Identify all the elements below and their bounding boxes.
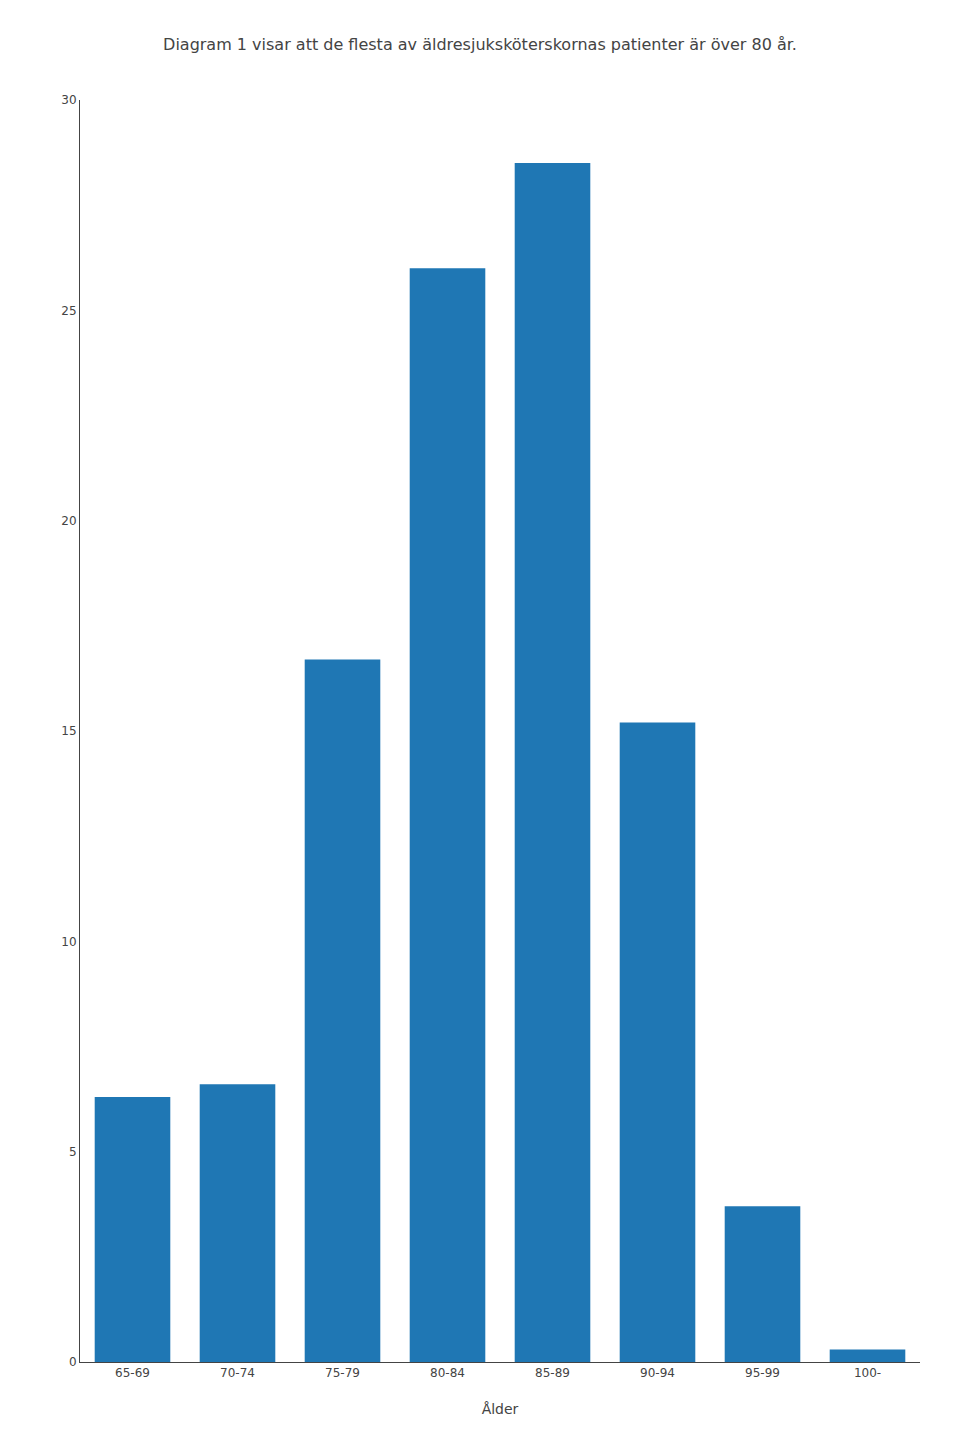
svg-text:5: 5: [69, 1145, 77, 1159]
svg-text:20: 20: [61, 514, 76, 528]
svg-text:10: 10: [61, 935, 76, 949]
svg-text:15: 15: [61, 724, 76, 738]
svg-text:Ålder: Ålder: [482, 1401, 519, 1417]
svg-text:75-79: 75-79: [325, 1366, 360, 1380]
svg-text:Diagram 1 visar att de flesta: Diagram 1 visar att de flesta av äldresj…: [163, 35, 797, 54]
svg-text:95-99: 95-99: [745, 1366, 780, 1380]
svg-text:80-84: 80-84: [430, 1366, 465, 1380]
svg-text:0: 0: [69, 1355, 77, 1369]
svg-text:30: 30: [61, 93, 76, 107]
svg-text:90-94: 90-94: [640, 1366, 675, 1380]
svg-text:65-69: 65-69: [115, 1366, 150, 1380]
svg-text:100-: 100-: [854, 1366, 881, 1380]
svg-text:85-89: 85-89: [535, 1366, 570, 1380]
svg-text:25: 25: [61, 304, 76, 318]
svg-text:70-74: 70-74: [220, 1366, 255, 1380]
